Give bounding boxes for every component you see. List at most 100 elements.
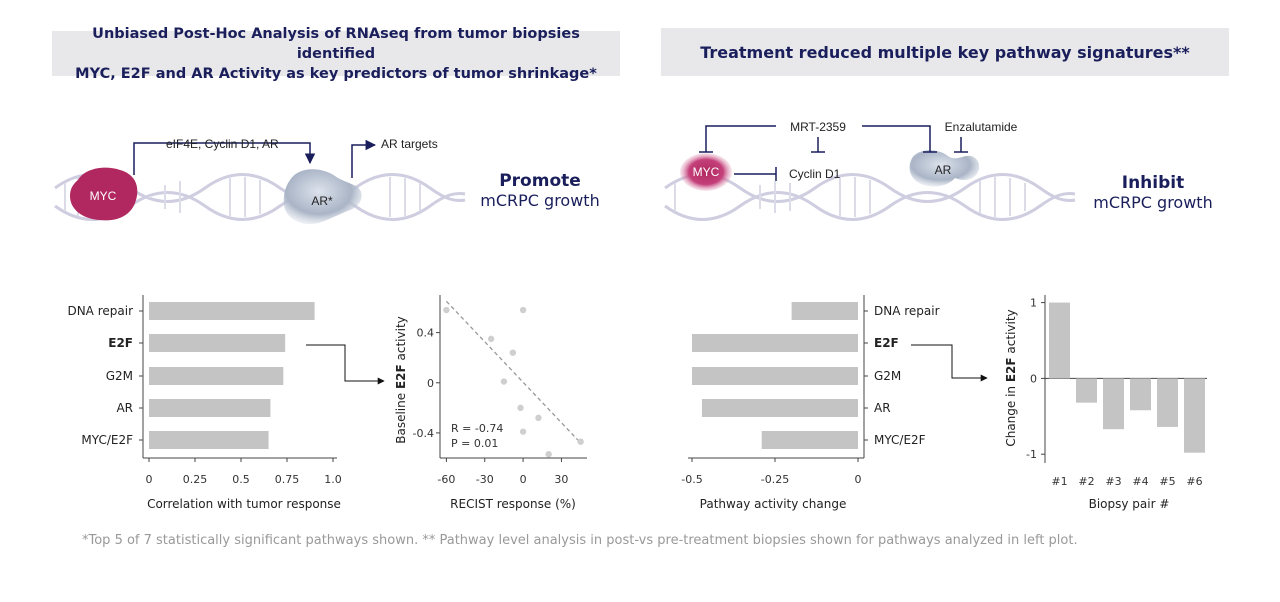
connector-right: [911, 344, 988, 382]
c4-xtick-label: #4: [1132, 475, 1148, 488]
footnote: *Top 5 of 7 statistically significant pa…: [82, 533, 1078, 548]
c3-category-label: AR: [874, 401, 891, 415]
c1-bar-e2f: [149, 334, 286, 352]
c4-ytick-label: 1: [1030, 297, 1037, 310]
c3-xtick-label: -0.25: [761, 473, 789, 486]
arrow-eif4e-label: eIF4E, Cyclin D1, AR: [166, 137, 279, 151]
c1-bar-g2m: [149, 367, 284, 385]
c1-xtick-label: 0.5: [232, 473, 250, 486]
myc-label-right: MYC: [693, 165, 720, 179]
c2-ytick-label: -0.4: [413, 427, 434, 440]
c4-bar-4: [1130, 378, 1151, 411]
c2-annotation-r: R = -0.74: [451, 422, 503, 435]
drug-mrt-label: MRT-2359: [790, 120, 846, 134]
promote-label: Promote mCRPC growth: [470, 171, 610, 210]
c1-bar-dna-repair: [149, 302, 315, 320]
c2-xtick-label: -60: [437, 473, 455, 486]
inhibit-bold: Inhibit: [1121, 173, 1185, 193]
c1-bar-ar: [149, 399, 271, 417]
c2-annotation-p: P = 0.01: [451, 437, 498, 450]
chart-correlation: DNA repair E2F G2M AR MYC/E2F 0 0.25 0.5 0.75 1.0…: [67, 295, 342, 511]
c4-xlabel: Biopsy pair #: [1089, 497, 1170, 511]
ar-protein-right: [909, 150, 980, 187]
drug-enzalutamide-label: Enzalutamide: [945, 120, 1018, 134]
right-banner: Treatment reduced multiple key pathway s…: [661, 28, 1229, 76]
c1-category-label: DNA repair: [67, 304, 133, 318]
ar-label-right: AR: [935, 163, 952, 177]
c3-bar-g2m: [692, 367, 858, 385]
c2-point: [545, 451, 552, 458]
chart-biopsy-change: 1 0 -1 #1 #2 #3 #4 #5 #6 Biopsy pair # Change in E…: [1004, 295, 1207, 511]
c1-xlabel: Correlation with tumor response: [147, 497, 341, 511]
myc-protein-right: [680, 153, 732, 191]
c2-point: [443, 306, 450, 314]
c3-xtick-label: -0.5: [681, 473, 702, 486]
arrow-eif4e: [133, 142, 316, 175]
promote-text: mCRPC growth: [480, 191, 600, 210]
c2-ylabel: Baseline E2F activity: [394, 316, 408, 444]
ar-label-left: AR*: [311, 194, 333, 208]
c3-xlabel: Pathway activity change: [700, 497, 847, 511]
left-banner-line1: Unbiased Post-Hoc Analysis of RNAseq fro…: [92, 25, 580, 62]
c4-ylabel: Change in E2F activity: [1004, 309, 1018, 446]
inhibit-label: Inhibit mCRPC growth: [1083, 173, 1223, 212]
c1-category-label: MYC/E2F: [81, 433, 133, 447]
c2-point: [509, 349, 517, 356]
inhibit-text: mCRPC growth: [1093, 193, 1213, 212]
c2-xtick-label: 0: [520, 473, 527, 486]
c1-category-label: AR: [116, 401, 133, 415]
c3-bar-e2f: [692, 334, 858, 352]
c4-xtick-label: #6: [1186, 475, 1202, 488]
c4-ytick-label: 0: [1030, 372, 1037, 385]
c2-xlabel: RECIST response (%): [450, 497, 576, 511]
left-banner: Unbiased Post-Hoc Analysis of RNAseq fro…: [52, 26, 620, 82]
c4-xtick-label: #1: [1051, 475, 1067, 488]
myc-protein-left: [70, 167, 138, 221]
c1-category-label: G2M: [106, 369, 133, 383]
c3-bar-myc-e2f: [761, 431, 858, 449]
c3-bar-dna-repair: [791, 302, 858, 320]
c3-category-label: MYC/E2F: [874, 433, 926, 447]
c4-xtick-label: #3: [1105, 475, 1121, 488]
c2-point: [500, 378, 508, 385]
c1-bar-myc-e2f: [149, 431, 269, 449]
c2-point: [577, 438, 584, 445]
c1-xtick-label: 0.75: [275, 473, 300, 486]
inhibition-lines: [699, 125, 968, 181]
c2-ytick-label: 0: [427, 377, 434, 390]
c3-category-label: E2F: [874, 336, 899, 350]
c3-category-label: DNA repair: [874, 304, 940, 318]
myc-label-left: MYC: [90, 189, 117, 203]
c4-bar-1: [1049, 302, 1070, 379]
c3-category-label: G2M: [874, 369, 901, 383]
connector-left: [306, 344, 385, 385]
c4-bar-6: [1184, 378, 1205, 453]
c4-bar-2: [1076, 378, 1097, 403]
c3-bar-ar: [701, 399, 858, 417]
c2-point: [535, 414, 542, 422]
c2-xtick-label: 30: [554, 473, 568, 486]
right-dna-helix: [664, 173, 1076, 221]
left-banner-line2: MYC, E2F and AR Activity as key predicto…: [75, 65, 597, 82]
c2-point: [487, 335, 495, 343]
arrow-ar-targets-label: AR targets: [381, 137, 438, 151]
c3-xtick-label: 0: [855, 473, 862, 486]
c4-bar-3: [1103, 378, 1124, 430]
c2-xtick-label: -30: [476, 473, 494, 486]
c2-ytick-label: 0.4: [417, 327, 435, 340]
c4-ytick-label: -1: [1026, 448, 1037, 461]
c4-xtick-label: #5: [1159, 475, 1175, 488]
c4-bar-5: [1157, 378, 1178, 427]
c2-trendline: [445, 300, 582, 444]
chart-pathway-change: DNA repair E2F G2M AR MYC/E2F -0.5 -0.25 0 Pathw…: [681, 295, 940, 511]
c1-xtick-label: 0.25: [183, 473, 208, 486]
c4-xtick-label: #2: [1078, 475, 1094, 488]
cyclin-d1-label: Cyclin D1: [789, 167, 841, 181]
c2-point: [519, 306, 527, 314]
c2-point: [519, 428, 527, 435]
c2-point: [517, 404, 524, 412]
promote-bold: Promote: [499, 171, 581, 191]
c1-category-label: E2F: [108, 336, 133, 350]
c1-xtick-label: 0: [146, 473, 153, 486]
c1-xtick-label: 1.0: [324, 473, 342, 486]
